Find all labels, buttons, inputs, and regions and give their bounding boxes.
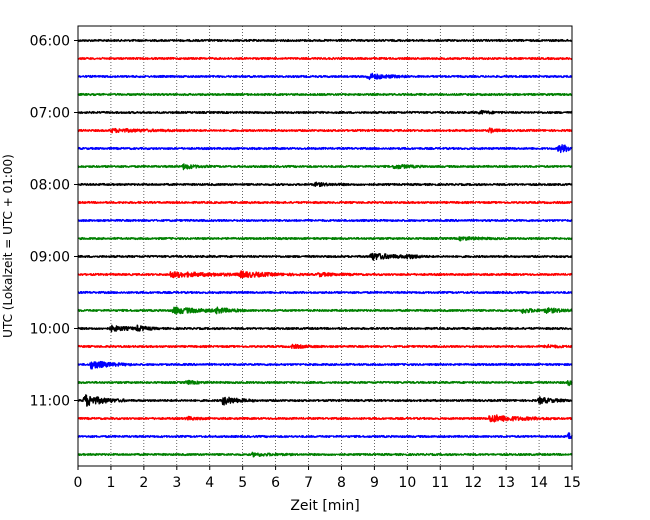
trace-line <box>77 127 573 134</box>
trace-line <box>77 451 573 458</box>
trace-line <box>77 56 573 61</box>
trace-line <box>77 306 573 315</box>
trace-line <box>77 343 573 350</box>
x-tick-label: 12 <box>464 475 482 491</box>
x-tick-label: 7 <box>304 475 313 491</box>
trace-line <box>77 181 573 188</box>
x-tick-label: 1 <box>106 475 115 491</box>
y-tick-label: 09:00 <box>30 250 70 266</box>
y-tick-label: 08:00 <box>30 178 70 194</box>
y-tick-label: 07:00 <box>30 106 70 122</box>
y-axis-ticks: 06:00 07:00 08:00 09:00 10:00 11:00 <box>30 34 78 410</box>
trace-line <box>77 379 573 387</box>
trace-line <box>77 432 573 440</box>
trace-line <box>77 290 573 295</box>
trace-line <box>77 144 573 154</box>
x-tick-label: 14 <box>530 475 548 491</box>
vertical-grid <box>110 26 540 466</box>
trace-line <box>77 394 573 407</box>
x-tick-label: 11 <box>431 475 449 491</box>
x-tick-label: 3 <box>172 475 181 491</box>
x-tick-label: 2 <box>139 475 148 491</box>
seismic-traces <box>77 38 573 458</box>
trace-line <box>77 38 573 43</box>
y-tick-label: 10:00 <box>30 322 70 338</box>
trace-line <box>77 163 573 171</box>
x-axis-label: Zeit [min] <box>290 498 359 514</box>
x-tick-label: 13 <box>497 475 515 491</box>
trace-line <box>77 324 573 333</box>
trace-line <box>77 414 573 423</box>
x-tick-label: 5 <box>238 475 247 491</box>
x-axis-ticks: 0 1 2 3 4 5 6 7 8 9 10 11 12 13 14 15 <box>74 466 581 491</box>
trace-line <box>77 72 573 81</box>
x-tick-label: 15 <box>563 475 581 491</box>
x-tick-label: 8 <box>337 475 346 491</box>
trace-line <box>77 92 573 97</box>
x-tick-label: 10 <box>398 475 416 491</box>
x-tick-label: 4 <box>205 475 214 491</box>
x-tick-label: 9 <box>370 475 379 491</box>
y-tick-label: 06:00 <box>30 34 70 50</box>
trace-line <box>77 218 573 223</box>
x-tick-label: 0 <box>74 475 83 491</box>
y-axis-label: UTC (Lokalzeit = UTC + 01:00) <box>1 154 15 338</box>
trace-line <box>77 252 573 261</box>
trace-line <box>77 360 573 370</box>
trace-line <box>77 109 573 115</box>
y-tick-label: 11:00 <box>30 394 70 410</box>
trace-line <box>77 270 573 279</box>
plot-frame <box>77 25 573 467</box>
x-tick-label: 6 <box>271 475 280 491</box>
trace-line <box>77 200 573 205</box>
trace-line <box>77 236 573 242</box>
